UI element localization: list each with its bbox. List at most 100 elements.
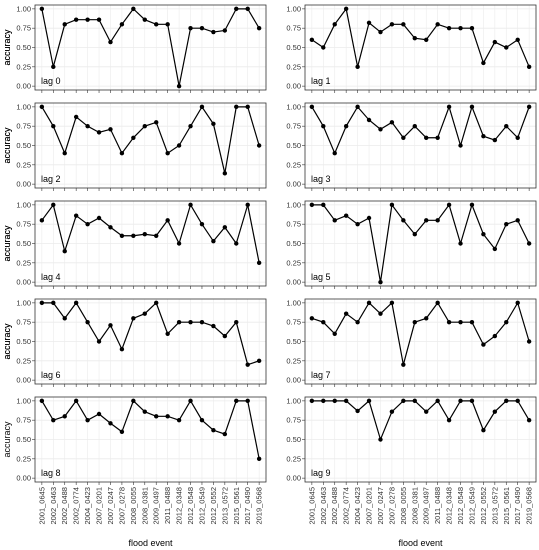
- point: [154, 233, 159, 238]
- point: [256, 358, 262, 364]
- point: [515, 398, 520, 404]
- x-tick-label: 2007_0201: [95, 487, 104, 525]
- x-tick-label: 2002_0463: [319, 487, 328, 525]
- point: [401, 218, 406, 223]
- y-tick-label: 0.75: [286, 318, 301, 327]
- y-tick-label: 1.00: [286, 200, 301, 209]
- point: [424, 409, 429, 414]
- line: [41, 105, 260, 174]
- y-tick-label: 0.25: [16, 356, 31, 365]
- point: [321, 123, 326, 129]
- x-tick-label: 2008_0055: [129, 487, 138, 525]
- point: [435, 218, 440, 223]
- x-tick-label: 2012_0348: [445, 487, 454, 525]
- x-tick-label: 2012_0549: [197, 487, 206, 525]
- panel-border: [34, 102, 267, 189]
- point: [469, 202, 475, 208]
- point: [154, 300, 159, 306]
- x-tick-label: 2001_0645: [307, 487, 316, 525]
- x-tick-label: 2002_0488: [330, 487, 339, 525]
- point: [492, 137, 498, 143]
- point: [412, 123, 417, 129]
- point: [366, 215, 372, 221]
- point: [96, 130, 102, 135]
- panel-label: lag 5: [311, 272, 331, 282]
- point: [188, 398, 193, 404]
- line: [41, 203, 260, 263]
- point: [332, 331, 337, 336]
- x-tick-label: 2013_0572: [220, 487, 229, 525]
- point: [355, 408, 360, 414]
- point: [62, 316, 67, 321]
- point: [343, 6, 349, 12]
- point: [39, 218, 45, 223]
- y-axis-label: accuracy: [2, 29, 12, 66]
- y-tick-label: 0.25: [16, 160, 31, 169]
- point: [188, 25, 193, 31]
- x-tick-label: 2017_0490: [243, 487, 252, 525]
- point: [469, 25, 475, 31]
- point: [165, 414, 170, 419]
- y-tick-label: 0.50: [286, 43, 301, 52]
- point: [51, 202, 56, 208]
- point: [199, 104, 205, 110]
- point: [119, 347, 125, 352]
- y-tick-label: 0.75: [16, 318, 31, 327]
- point: [343, 398, 349, 404]
- x-tick-label: 2002_0463: [49, 487, 58, 525]
- y-axis-label: accuracy: [2, 127, 12, 164]
- line: [311, 203, 530, 283]
- line: [41, 301, 260, 366]
- point: [62, 414, 67, 419]
- x-tick-label: 2012_0548: [456, 487, 465, 525]
- line: [41, 399, 260, 459]
- point: [142, 232, 147, 237]
- y-tick-label: 0.50: [16, 239, 31, 248]
- point: [458, 241, 463, 246]
- point: [355, 319, 360, 325]
- point: [108, 39, 113, 45]
- point: [332, 218, 337, 223]
- y-tick-label: 0.00: [286, 278, 301, 287]
- point: [389, 202, 395, 208]
- point: [176, 241, 182, 246]
- panel-label: lag 8: [41, 468, 61, 478]
- line: [311, 7, 530, 68]
- point: [366, 117, 372, 123]
- point: [424, 218, 429, 223]
- point: [309, 398, 315, 404]
- point: [131, 233, 136, 238]
- y-tick-label: 0.00: [286, 82, 301, 91]
- point: [39, 398, 45, 404]
- panel-label: lag 4: [41, 272, 61, 282]
- y-tick-label: 1.00: [286, 298, 301, 307]
- point: [199, 319, 205, 325]
- point: [469, 398, 475, 404]
- panel-border: [304, 396, 537, 483]
- y-tick-label: 1.00: [286, 4, 301, 13]
- x-tick-label: 2015_0561: [502, 487, 511, 525]
- point: [39, 6, 45, 12]
- line: [311, 301, 530, 365]
- y-tick-label: 0.25: [16, 62, 31, 71]
- panel-label: lag 2: [41, 174, 61, 184]
- panel-label: lag 7: [311, 370, 331, 380]
- point: [412, 36, 417, 41]
- y-tick-label: 1.00: [286, 396, 301, 405]
- point: [378, 29, 383, 35]
- point: [321, 45, 326, 50]
- x-tick-label: 2015_0561: [232, 487, 241, 525]
- point: [62, 22, 67, 27]
- point: [515, 300, 520, 306]
- point: [492, 39, 498, 45]
- point: [526, 104, 532, 110]
- point: [165, 22, 170, 27]
- point: [412, 319, 417, 325]
- point: [321, 319, 326, 325]
- point: [401, 135, 406, 140]
- point: [73, 17, 79, 22]
- x-tick-label: 2011_0488: [163, 487, 172, 524]
- point: [446, 25, 452, 31]
- point: [446, 104, 452, 110]
